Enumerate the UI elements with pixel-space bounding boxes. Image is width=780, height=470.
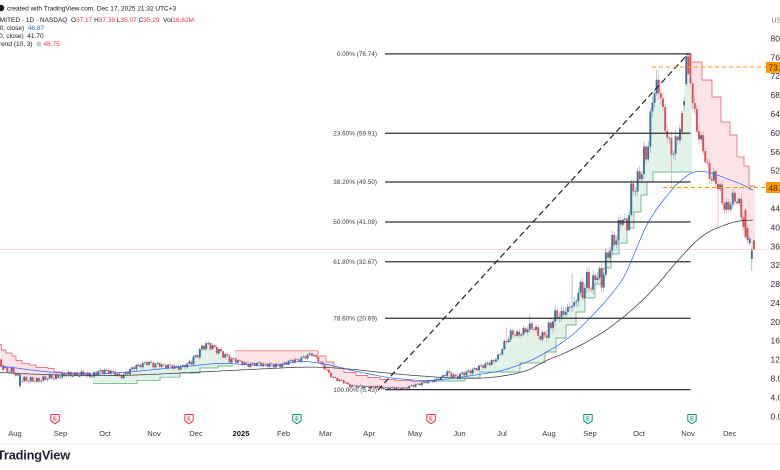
svg-text:80.00: 80.00: [771, 34, 780, 44]
svg-text:Oct: Oct: [99, 429, 112, 438]
svg-text:0.00: 0.00: [771, 411, 780, 421]
svg-text:Jun: Jun: [453, 429, 465, 438]
svg-text:Feb: Feb: [277, 429, 290, 438]
svg-text:52.00: 52.00: [771, 166, 780, 176]
svg-text:16.00: 16.00: [771, 336, 780, 346]
svg-text:E: E: [429, 416, 433, 422]
svg-text:20.00: 20.00: [771, 317, 780, 327]
svg-text:E: E: [53, 416, 57, 422]
svg-text:created with TradingView.com,: created with TradingView.com, Dec 17, 20…: [7, 5, 177, 12]
svg-text:64.00: 64.00: [771, 109, 780, 119]
svg-text:50, close) 46.87: 50, close) 46.87: [0, 25, 44, 32]
svg-text:78.60% (20.69): 78.60% (20.69): [333, 315, 377, 322]
svg-text:Mar: Mar: [319, 429, 333, 438]
svg-text:Aug: Aug: [8, 429, 22, 438]
svg-text:8.00: 8.00: [771, 374, 780, 384]
svg-text:73.02: 73.02: [769, 63, 780, 73]
svg-text:Aug: Aug: [542, 429, 556, 438]
svg-text:48.47: 48.47: [769, 183, 780, 193]
svg-text:24.00: 24.00: [771, 298, 780, 308]
svg-text:56.00: 56.00: [771, 147, 780, 157]
svg-text:Nov: Nov: [147, 429, 161, 438]
svg-text:Oct: Oct: [633, 429, 646, 438]
svg-text:100.00% (5.43): 100.00% (5.43): [333, 387, 377, 394]
svg-text:Jul: Jul: [497, 429, 507, 438]
svg-text:Sep: Sep: [583, 429, 597, 438]
svg-text:40.00: 40.00: [771, 222, 780, 232]
svg-text:Dec: Dec: [723, 429, 737, 438]
svg-text:36.00: 36.00: [771, 241, 780, 251]
svg-text:Dec: Dec: [189, 429, 203, 438]
svg-text:72.00: 72.00: [771, 71, 780, 81]
svg-text:Apr: Apr: [363, 429, 375, 438]
svg-text:E: E: [690, 416, 694, 422]
svg-text:E: E: [586, 416, 590, 422]
svg-text:23.60% (59.91): 23.60% (59.91): [333, 130, 377, 137]
svg-text:32.00: 32.00: [771, 260, 780, 270]
svg-text:12.00: 12.00: [771, 355, 780, 365]
svg-text:44.00: 44.00: [771, 204, 780, 214]
svg-text:TradingView: TradingView: [0, 448, 70, 463]
svg-text:E: E: [187, 416, 191, 422]
svg-text:May: May: [408, 429, 423, 438]
svg-text:0.00% (76.74): 0.00% (76.74): [337, 51, 377, 58]
svg-text:IMITED · 1D · NASDAQ O37.17 H: IMITED · 1D · NASDAQ O37.17 H37.39 L35.0…: [0, 17, 194, 24]
svg-text:4.00: 4.00: [771, 392, 780, 402]
svg-text:00, close) 41.70: 00, close) 41.70: [0, 33, 44, 40]
svg-text:Sep: Sep: [54, 429, 68, 438]
svg-text:2025: 2025: [233, 429, 251, 438]
svg-text:Nov: Nov: [681, 429, 695, 438]
svg-text:76.00: 76.00: [771, 52, 780, 62]
svg-text:60.00: 60.00: [771, 128, 780, 138]
svg-text:61.80% (32.67): 61.80% (32.67): [333, 259, 377, 266]
svg-text:68.00: 68.00: [771, 90, 780, 100]
svg-text:38.20% (49.50): 38.20% (49.50): [333, 179, 377, 186]
svg-text:E: E: [295, 416, 299, 422]
svg-text:USD: USD: [772, 18, 780, 25]
svg-text:50.00% (41.08): 50.00% (41.08): [333, 219, 377, 226]
svg-text:rend (10, 3) ⊘ 48.75: rend (10, 3) ⊘ 48.75: [0, 41, 60, 48]
svg-text:28.00: 28.00: [771, 279, 780, 289]
